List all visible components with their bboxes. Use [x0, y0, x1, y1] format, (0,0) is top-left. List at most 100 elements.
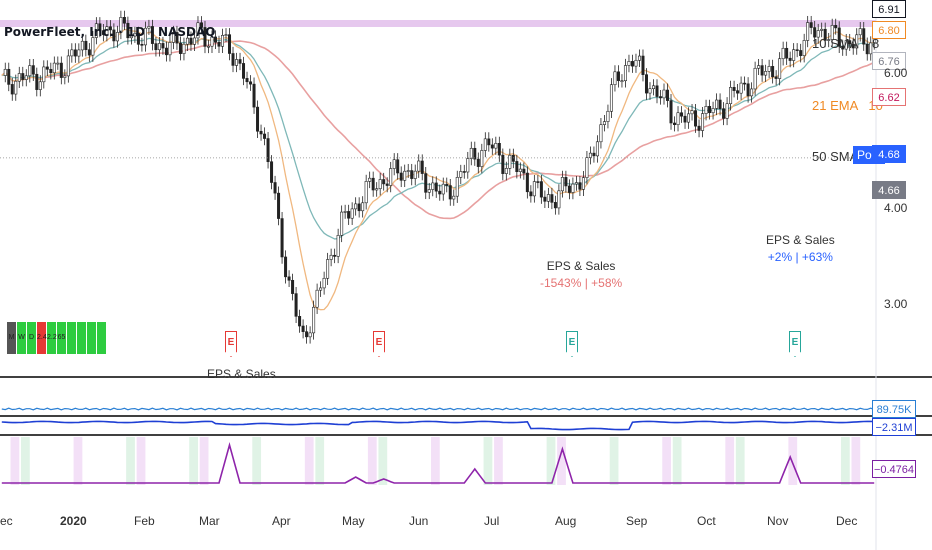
candle-body	[778, 58, 782, 79]
candle-body	[659, 96, 663, 99]
eps-label: EPS & Sales	[766, 233, 835, 247]
eps-label: EPS & Sales	[207, 367, 276, 381]
x-tick-label: ec	[0, 514, 13, 528]
candle-body	[623, 65, 627, 82]
oscillator-shade	[609, 437, 619, 485]
candle-body	[66, 55, 70, 77]
price-tag: 6.62	[872, 88, 906, 106]
candle-body	[827, 39, 831, 41]
candle-body	[21, 73, 25, 80]
candle-body	[553, 202, 557, 209]
candle-body	[809, 22, 813, 28]
candle-body	[788, 57, 792, 61]
candle-body	[739, 82, 743, 94]
candle-body	[648, 88, 652, 94]
chart-title: PowerFleet, Inc. · 1D · NASDAQ	[4, 25, 216, 39]
candle-body	[501, 154, 505, 174]
candle-body	[546, 194, 550, 202]
candle-body	[129, 35, 133, 39]
eps-annotation: EPS & Sales	[207, 366, 276, 383]
candle-body	[368, 177, 372, 182]
oscillator-shade	[546, 437, 556, 485]
candle-body	[178, 42, 182, 54]
candle-body	[473, 147, 477, 160]
candle-body	[154, 43, 158, 51]
candle-body	[375, 188, 379, 191]
earnings-marker[interactable]: E	[566, 331, 578, 357]
candle-body	[424, 173, 428, 193]
candle-body	[532, 181, 536, 197]
rating-cell: D	[27, 322, 37, 354]
oscillator-shade	[840, 437, 850, 485]
price-tag: −0.4764	[872, 460, 916, 478]
candle-body	[343, 211, 347, 213]
candle-body	[150, 26, 154, 44]
candle-body	[844, 40, 848, 50]
accumulation-line	[1, 420, 875, 431]
candle-body	[266, 138, 270, 163]
candle-body	[855, 34, 859, 49]
price-tag: 4.66	[872, 181, 906, 199]
candle-body	[277, 192, 281, 219]
candle-body	[175, 32, 179, 44]
rating-cell	[77, 322, 87, 354]
rating-cell: 65	[57, 322, 67, 354]
candle-body	[792, 49, 796, 61]
volume-line	[1, 407, 875, 411]
candle-body	[52, 62, 56, 74]
candle-body	[322, 277, 326, 289]
oscillator-shade	[735, 437, 745, 485]
eps-annotation: EPS & Sales +2% | +63%	[766, 232, 835, 266]
candle-body	[802, 40, 806, 56]
candle-body	[294, 293, 298, 317]
candle-body	[406, 170, 410, 172]
candle-body	[687, 113, 691, 123]
candle-body	[263, 133, 267, 139]
candle-body	[662, 89, 666, 99]
candle-body	[3, 68, 7, 76]
candle-body	[350, 208, 354, 219]
candle-body	[427, 189, 431, 193]
earnings-marker[interactable]: E	[225, 331, 237, 357]
price-tag: 6.76	[872, 52, 906, 70]
x-tick-label: May	[342, 514, 365, 528]
candle-body	[259, 130, 263, 135]
candle-body	[420, 160, 424, 174]
candle-body	[171, 32, 175, 43]
candle-body	[228, 34, 232, 54]
candle-body	[676, 112, 680, 126]
candle-body	[651, 85, 655, 89]
candle-body	[452, 195, 456, 200]
candle-body	[347, 211, 351, 219]
price-tag: 6.80	[872, 21, 906, 39]
candle-body	[697, 125, 701, 131]
candle-body	[820, 28, 824, 31]
candle-body	[644, 74, 648, 94]
candle-body	[466, 158, 470, 173]
sma10-line	[1, 28, 875, 311]
candle-body	[14, 80, 18, 95]
candle-body	[539, 181, 543, 198]
oscillator-shade	[725, 437, 735, 485]
candle-body	[851, 43, 855, 49]
candle-body	[550, 194, 554, 203]
candle-body	[767, 66, 771, 72]
candle-body	[722, 108, 726, 119]
candle-body	[680, 112, 684, 117]
rating-cell	[97, 322, 107, 354]
candle-body	[841, 45, 845, 50]
candle-body	[750, 88, 754, 97]
candle-body	[508, 154, 512, 169]
x-tick-label: Jun	[409, 514, 429, 528]
earnings-marker[interactable]: E	[373, 331, 385, 357]
candle-body	[410, 170, 414, 179]
candle-body	[17, 73, 21, 82]
oscillator-shade	[788, 437, 798, 485]
candle-body	[476, 158, 480, 167]
candle-body	[823, 28, 827, 41]
candle-body	[455, 177, 459, 197]
earnings-marker[interactable]: E	[789, 331, 801, 357]
candle-body	[238, 59, 242, 64]
candle-body	[764, 71, 768, 76]
candle-body	[441, 183, 445, 195]
